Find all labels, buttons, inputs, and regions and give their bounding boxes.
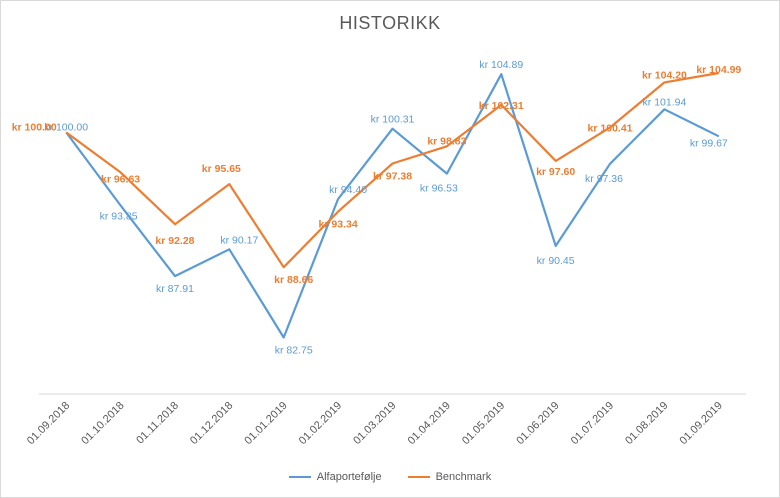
x-tick-label: 01.10.2018 — [79, 400, 126, 447]
x-tick-label: 01.09.2019 — [678, 400, 725, 447]
data-label-alfaportefolje: kr 101.94 — [643, 96, 687, 108]
data-label-benchmark: kr 95.65 — [202, 163, 241, 175]
data-label-benchmark: kr 102.31 — [479, 100, 524, 112]
chart-title: HISTORIKK — [339, 13, 441, 33]
data-label-benchmark: kr 92.28 — [155, 235, 194, 247]
legend-item-alfaportefolje: Alfaportefølje — [288, 471, 382, 483]
data-label-benchmark: kr 100.41 — [588, 122, 633, 134]
series-line-benchmark — [65, 71, 719, 269]
data-label-benchmark: kr 97.60 — [536, 166, 575, 178]
data-label-benchmark: kr 93.34 — [319, 219, 358, 231]
data-label-alfaportefolje: kr 90.45 — [537, 255, 575, 267]
data-label-alfaportefolje: kr 96.53 — [420, 183, 458, 195]
x-tick-label: 01.12.2018 — [188, 400, 235, 447]
legend: Alfaportefølje Benchmark — [1, 471, 779, 483]
data-label-alfaportefolje: kr 97.36 — [585, 173, 623, 185]
data-label-alfaportefolje: kr 87.91 — [156, 283, 194, 295]
data-label-alfaportefolje: kr 100.00 — [44, 121, 88, 133]
data-label-alfaportefolje: kr 93.85 — [100, 210, 138, 222]
data-label-benchmark: kr 98.83 — [427, 135, 466, 147]
x-tick-label: 01.07.2019 — [569, 400, 616, 447]
data-label-alfaportefolje: kr 82.75 — [275, 345, 313, 357]
data-label-benchmark: kr 88.66 — [274, 274, 313, 286]
x-tick-label: 01.09.2018 — [25, 400, 72, 447]
data-label-alfaportefolje: kr 90.17 — [220, 234, 258, 246]
legend-label-benchmark: Benchmark — [435, 471, 492, 483]
x-tick-label: 01.01.2019 — [242, 400, 289, 447]
legend-label-alfaportefolje: Alfaportefølje — [316, 471, 382, 483]
data-label-benchmark: kr 100.00 — [12, 121, 57, 133]
x-tick-label: 01.03.2019 — [351, 400, 398, 447]
legend-swatch-benchmark — [407, 476, 430, 478]
data-label-benchmark: kr 96.63 — [101, 173, 140, 185]
data-label-alfaportefolje: kr 94.40 — [329, 184, 367, 196]
data-label-alfaportefolje: kr 104.89 — [479, 59, 523, 71]
data-label-alfaportefolje: kr 99.67 — [690, 137, 728, 149]
series-line-alfaportefolje — [65, 73, 720, 339]
legend-item-benchmark: Benchmark — [407, 471, 492, 483]
legend-swatch-alfaportefolje — [288, 476, 311, 478]
x-tick-label: 01.02.2019 — [297, 400, 344, 447]
x-tick-label: 01.06.2019 — [514, 400, 561, 447]
x-tick-label: 01.11.2018 — [134, 400, 181, 447]
data-label-benchmark: kr 97.38 — [373, 171, 412, 183]
data-label-benchmark: kr 104.20 — [642, 69, 687, 81]
data-label-benchmark: kr 104.99 — [696, 64, 741, 76]
data-label-alfaportefolje: kr 100.31 — [371, 114, 415, 126]
x-tick-label: 01.05.2019 — [460, 400, 507, 447]
x-tick-label: 01.04.2019 — [406, 400, 453, 447]
x-tick-label: 01.08.2019 — [623, 400, 670, 447]
